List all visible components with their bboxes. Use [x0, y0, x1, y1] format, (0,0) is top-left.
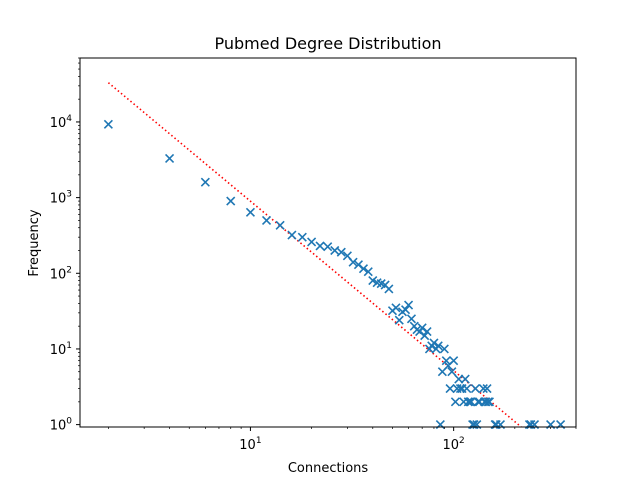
data-point — [481, 397, 491, 407]
data-point — [439, 344, 449, 354]
data-point — [484, 397, 494, 407]
data-point — [482, 383, 492, 394]
data-point — [447, 367, 457, 377]
data-point — [429, 338, 439, 348]
data-point — [336, 247, 346, 257]
data-point — [245, 207, 255, 217]
data-point — [460, 374, 470, 384]
data-point — [164, 153, 175, 163]
data-point — [297, 232, 307, 242]
data-point — [463, 397, 473, 407]
data-point — [441, 356, 451, 366]
data-point — [417, 323, 427, 333]
data-point — [401, 305, 411, 315]
data-point — [465, 397, 475, 407]
data-point — [200, 177, 210, 187]
fit-line-layer — [107, 82, 523, 427]
y-tick-label: 103 — [50, 190, 72, 207]
data-point — [330, 245, 340, 256]
data-point — [422, 326, 432, 337]
y-axis-ticks: 100 101 102 103 104 — [50, 57, 80, 434]
data-point — [261, 215, 272, 225]
data-point — [403, 300, 414, 310]
y-axis-label: Frequency — [27, 209, 42, 276]
y-tick-label: 104 — [50, 114, 73, 131]
data-point — [406, 314, 417, 324]
data-point — [462, 383, 472, 394]
x-tick-label: 101 — [239, 436, 261, 453]
data-point — [433, 341, 443, 351]
data-point — [449, 356, 459, 366]
data-point — [307, 237, 317, 247]
x-axis-ticks: 101 102 — [108, 427, 577, 453]
y-tick-label: 101 — [50, 341, 72, 358]
data-point — [445, 383, 455, 394]
plot-area — [80, 58, 576, 427]
data-point — [466, 397, 476, 407]
data-point — [394, 315, 404, 325]
data-point — [348, 257, 358, 267]
data-point — [323, 242, 333, 252]
data-point — [384, 284, 394, 294]
y-tick-label: 102 — [50, 265, 72, 282]
fit-line — [107, 82, 523, 427]
data-point — [450, 397, 460, 407]
data-point — [287, 230, 297, 240]
data-point — [420, 331, 430, 341]
data-point — [470, 383, 481, 394]
data-point — [483, 397, 493, 407]
data-point — [363, 267, 373, 277]
data-point — [358, 264, 369, 274]
data-point — [315, 241, 325, 251]
x-axis-label: Connections — [288, 461, 369, 476]
x-tick-label: 102 — [443, 436, 465, 453]
data-point — [226, 196, 236, 206]
y-tick-label: 100 — [50, 417, 73, 434]
plot-frame — [79, 57, 577, 428]
data-point — [478, 383, 488, 394]
data-point — [103, 119, 113, 129]
data-point — [275, 220, 285, 230]
data-point — [391, 303, 401, 313]
chart-title: Pubmed Degree Distribution — [215, 34, 442, 53]
